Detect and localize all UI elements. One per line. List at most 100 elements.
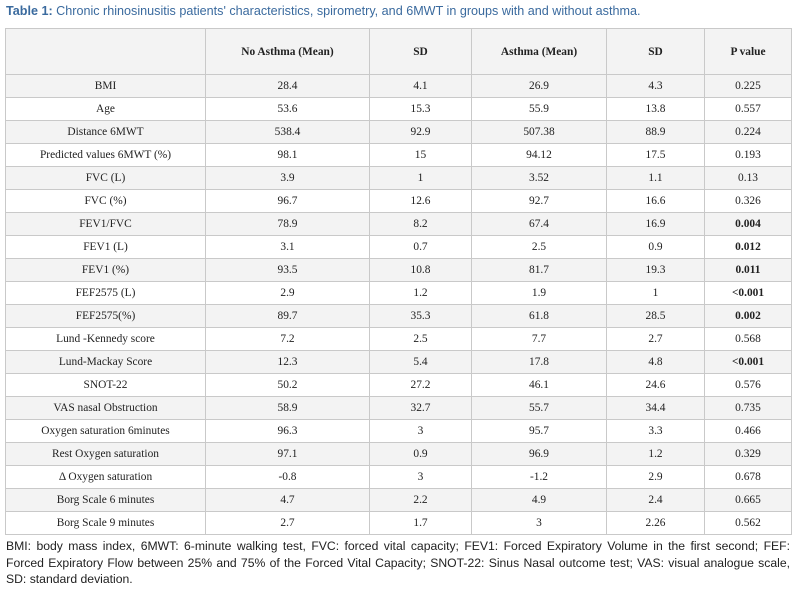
cell-no-asthma-sd: 27.2 [369, 373, 472, 397]
table-row: Predicted values 6MWT (%) 98.1 15 94.12 17.5… [5, 143, 792, 167]
cell-asthma-sd: 88.9 [606, 120, 705, 144]
cell-parameter: Lund-Mackay Score [5, 350, 206, 374]
cell-p-value: 0.193 [704, 143, 792, 167]
cell-parameter: Borg Scale 9 minutes [5, 511, 206, 535]
cell-asthma-mean: 67.4 [471, 212, 607, 236]
cell-no-asthma-mean: 53.6 [205, 97, 370, 121]
cell-parameter: Age [5, 97, 206, 121]
cell-asthma-sd: 4.3 [606, 74, 705, 98]
cell-no-asthma-sd: 10.8 [369, 258, 472, 282]
cell-parameter: BMI [5, 74, 206, 98]
cell-asthma-mean: 26.9 [471, 74, 607, 98]
table-row: Rest Oxygen saturation 97.1 0.9 96.9 1.2 0.32… [5, 442, 792, 466]
cell-asthma-sd: 2.26 [606, 511, 705, 535]
cell-no-asthma-mean: 2.7 [205, 511, 370, 535]
cell-asthma-sd: 2.9 [606, 465, 705, 489]
table-footnote: BMI: body mass index, 6MWT: 6-minute wal… [6, 539, 790, 586]
cell-no-asthma-sd: 8.2 [369, 212, 472, 236]
cell-no-asthma-sd: 0.9 [369, 442, 472, 466]
header-cell-asthma-mean: Asthma (Mean) [471, 28, 607, 75]
data-table: No Asthma (Mean) SD Asthma (Mean) SD P v… [5, 28, 792, 535]
cell-asthma-mean: 3 [471, 511, 607, 535]
cell-asthma-mean: 17.8 [471, 350, 607, 374]
cell-no-asthma-mean: 50.2 [205, 373, 370, 397]
cell-asthma-mean: 1.9 [471, 281, 607, 305]
cell-parameter: Oxygen saturation 6minutes [5, 419, 206, 443]
cell-asthma-sd: 1.2 [606, 442, 705, 466]
cell-p-value: 0.329 [704, 442, 792, 466]
cell-no-asthma-mean: 98.1 [205, 143, 370, 167]
caption-text: Chronic rhinosinusitis patients' charact… [56, 4, 641, 18]
cell-asthma-sd: 16.9 [606, 212, 705, 236]
cell-asthma-sd: 1.1 [606, 166, 705, 190]
table-row: Borg Scale 6 minutes 4.7 2.2 4.9 2.4 0.665 [5, 488, 792, 512]
header-cell-asthma-sd: SD [606, 28, 705, 75]
cell-parameter: FEV1 (L) [5, 235, 206, 259]
cell-asthma-mean: 46.1 [471, 373, 607, 397]
cell-asthma-mean: 94.12 [471, 143, 607, 167]
cell-no-asthma-sd: 2.2 [369, 488, 472, 512]
table-row: SNOT-22 50.2 27.2 46.1 24.6 0.576 [5, 373, 792, 397]
cell-no-asthma-sd: 1.2 [369, 281, 472, 305]
cell-parameter: FEV1 (%) [5, 258, 206, 282]
cell-asthma-mean: 55.7 [471, 396, 607, 420]
cell-asthma-mean: 3.52 [471, 166, 607, 190]
cell-asthma-mean: 61.8 [471, 304, 607, 328]
cell-asthma-sd: 34.4 [606, 396, 705, 420]
table-row: FEV1 (%) 93.5 10.8 81.7 19.3 0.011 [5, 258, 792, 282]
cell-p-value: 0.004 [704, 212, 792, 236]
cell-asthma-sd: 24.6 [606, 373, 705, 397]
cell-no-asthma-sd: 1.7 [369, 511, 472, 535]
cell-no-asthma-mean: 93.5 [205, 258, 370, 282]
cell-no-asthma-sd: 35.3 [369, 304, 472, 328]
cell-p-value: 0.224 [704, 120, 792, 144]
cell-no-asthma-mean: 78.9 [205, 212, 370, 236]
cell-asthma-mean: 96.9 [471, 442, 607, 466]
cell-p-value: 0.576 [704, 373, 792, 397]
cell-asthma-mean: 507.38 [471, 120, 607, 144]
cell-asthma-sd: 2.7 [606, 327, 705, 351]
table-row: Lund -Kennedy score 7.2 2.5 7.7 2.7 0.568 [5, 327, 792, 351]
cell-asthma-sd: 28.5 [606, 304, 705, 328]
cell-no-asthma-mean: 3.1 [205, 235, 370, 259]
cell-parameter: Rest Oxygen saturation [5, 442, 206, 466]
header-cell-p-value: P value [704, 28, 792, 75]
header-cell-no-asthma-mean: No Asthma (Mean) [205, 28, 370, 75]
cell-no-asthma-sd: 0.7 [369, 235, 472, 259]
cell-no-asthma-mean: 2.9 [205, 281, 370, 305]
cell-p-value: 0.326 [704, 189, 792, 213]
cell-asthma-mean: 95.7 [471, 419, 607, 443]
table-row: Age 53.6 15.3 55.9 13.8 0.557 [5, 97, 792, 121]
cell-p-value: 0.562 [704, 511, 792, 535]
cell-no-asthma-sd: 1 [369, 166, 472, 190]
cell-no-asthma-sd: 2.5 [369, 327, 472, 351]
cell-no-asthma-mean: 96.7 [205, 189, 370, 213]
cell-p-value: 0.678 [704, 465, 792, 489]
cell-asthma-mean: 4.9 [471, 488, 607, 512]
cell-asthma-sd: 13.8 [606, 97, 705, 121]
cell-p-value: 0.002 [704, 304, 792, 328]
cell-asthma-sd: 16.6 [606, 189, 705, 213]
cell-parameter: FEF2575 (L) [5, 281, 206, 305]
cell-parameter: FVC (L) [5, 166, 206, 190]
table-row: Δ Oxygen saturation -0.8 3 -1.2 2.9 0.678 [5, 465, 792, 489]
cell-asthma-mean: -1.2 [471, 465, 607, 489]
cell-p-value: 0.011 [704, 258, 792, 282]
cell-asthma-sd: 0.9 [606, 235, 705, 259]
cell-parameter: FEF2575(%) [5, 304, 206, 328]
cell-parameter: SNOT-22 [5, 373, 206, 397]
cell-no-asthma-mean: 28.4 [205, 74, 370, 98]
caption-label: Table 1: [6, 4, 53, 18]
table-row: FEV1/FVC 78.9 8.2 67.4 16.9 0.004 [5, 212, 792, 236]
cell-no-asthma-mean: -0.8 [205, 465, 370, 489]
cell-p-value: <0.001 [704, 281, 792, 305]
table-header-row: No Asthma (Mean) SD Asthma (Mean) SD P v… [5, 28, 792, 75]
cell-no-asthma-sd: 12.6 [369, 189, 472, 213]
cell-p-value: 0.012 [704, 235, 792, 259]
cell-p-value: <0.001 [704, 350, 792, 374]
cell-no-asthma-mean: 89.7 [205, 304, 370, 328]
cell-parameter: Distance 6MWT [5, 120, 206, 144]
cell-no-asthma-sd: 15 [369, 143, 472, 167]
table-row: FVC (%) 96.7 12.6 92.7 16.6 0.326 [5, 189, 792, 213]
cell-no-asthma-mean: 58.9 [205, 396, 370, 420]
